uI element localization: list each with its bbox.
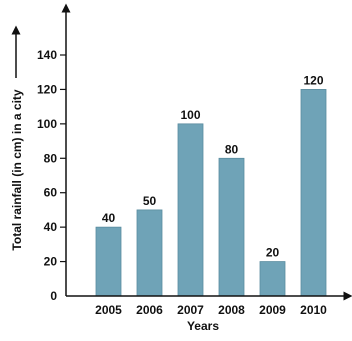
data-label-2010: 120 (303, 73, 323, 87)
y-tick-label: 80 (44, 151, 58, 165)
bars-group (95, 89, 327, 297)
bar-2006 (136, 209, 163, 297)
y-tick-label: 140 (37, 48, 57, 62)
data-label-2008: 80 (225, 142, 239, 156)
bar-2007 (177, 123, 204, 297)
x-axis-title: Years (187, 319, 219, 333)
x-tick-label: 2005 (95, 303, 122, 317)
y-axis: 0 20 40 60 80 100 120 140 (37, 3, 71, 303)
data-label-2009: 20 (266, 246, 280, 260)
x-tick-label: 2010 (300, 303, 327, 317)
data-labels-group: 40 50 100 80 20 120 (102, 73, 324, 259)
bar-2008 (218, 157, 245, 297)
x-tick-label: 2008 (218, 303, 245, 317)
bar-2010 (300, 89, 327, 297)
bar-2005 (95, 226, 122, 297)
x-axis: 2005 2006 2007 2008 2009 2010 (66, 291, 352, 317)
y-tick-label: 20 (44, 255, 58, 269)
y-tick-label: 40 (44, 220, 58, 234)
data-label-2005: 40 (102, 211, 116, 225)
x-tick-label: 2006 (136, 303, 163, 317)
bar-2009 (259, 261, 286, 297)
y-tick-label: 0 (50, 289, 57, 303)
y-axis-title: Total rainfall (in cm) in a city (10, 89, 24, 250)
y-tick-label: 120 (37, 82, 57, 96)
y-tick-label: 100 (37, 117, 57, 131)
data-label-2006: 50 (143, 194, 157, 208)
data-label-2007: 100 (180, 108, 200, 122)
x-tick-label: 2007 (177, 303, 204, 317)
y-tick-label: 60 (44, 186, 58, 200)
x-tick-label: 2009 (259, 303, 286, 317)
